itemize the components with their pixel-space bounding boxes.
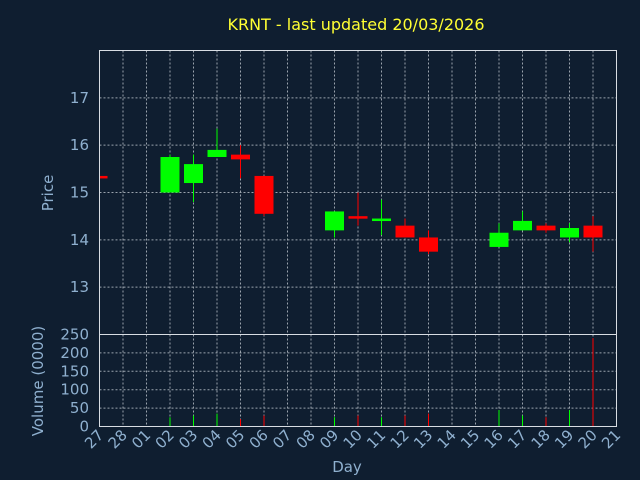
x-tick-label: 14	[434, 426, 460, 452]
x-tick-label: 15	[457, 426, 483, 452]
candle	[395, 218, 415, 238]
price-y-tick-label: 16	[70, 136, 89, 154]
candle	[160, 154, 180, 193]
volume-y-tick-label: 50	[70, 399, 89, 417]
x-tick-label: 17	[504, 426, 530, 452]
candle-body	[325, 211, 344, 231]
candle-body	[348, 216, 368, 219]
volume-y-tick-label: 100	[60, 381, 89, 399]
candle-body	[513, 220, 532, 231]
volume-grid	[99, 334, 617, 427]
x-tick-label: 11	[363, 426, 389, 452]
x-tick-label: 06	[246, 426, 272, 452]
candle-body	[160, 157, 180, 193]
candle	[489, 223, 509, 247]
candle	[207, 128, 227, 157]
x-tick-label: 03	[175, 426, 201, 452]
x-tick-label: 19	[551, 426, 577, 452]
candle-body	[184, 164, 203, 184]
x-tick-label: 05	[222, 426, 248, 452]
volume-y-tick-label: 200	[60, 344, 89, 362]
price-y-ticks: 13 14 15 16 17	[70, 89, 89, 296]
price-y-tick-label: 17	[70, 89, 89, 107]
price-panel: 13 14 15 16 17 Price	[39, 50, 617, 335]
candle-body	[254, 175, 274, 214]
volume-y-tick-label: 250	[60, 326, 89, 344]
x-tick-label: 08	[293, 426, 319, 452]
price-y-tick-label: 14	[70, 231, 89, 249]
x-tick-label: 28	[105, 426, 131, 452]
volume-y-tick-label: 150	[60, 362, 89, 380]
x-tick-label: 20	[575, 426, 601, 452]
volume-y-tick-label: 0	[79, 418, 89, 436]
candle	[536, 223, 556, 233]
x-tick-label: 04	[199, 426, 225, 452]
candle-body	[372, 218, 391, 222]
candle	[419, 230, 438, 255]
x-tick-label: 21	[598, 426, 624, 452]
candle-body	[99, 175, 108, 179]
x-tick-label: 18	[528, 426, 554, 452]
candle-body	[419, 237, 438, 252]
price-y-tick-label: 15	[70, 184, 89, 202]
candlesticks	[99, 128, 603, 255]
x-tick-label: 10	[340, 426, 366, 452]
candle	[513, 211, 532, 231]
price-grid	[99, 50, 617, 335]
candle-body	[231, 154, 250, 160]
price-y-tick-label: 13	[70, 278, 89, 296]
candle	[560, 223, 579, 243]
volume-bars	[169, 338, 594, 427]
price-axis-label: Price	[39, 175, 57, 212]
x-tick-label: 01	[128, 426, 154, 452]
x-tick-label: 12	[387, 426, 413, 452]
candle-body	[560, 228, 579, 238]
candle	[583, 216, 603, 252]
volume-axis-label: Volume (0000)	[29, 326, 47, 436]
x-axis-label: Day	[332, 458, 362, 476]
x-tick-label: 09	[316, 426, 342, 452]
chart-title: KRNT - last updated 20/03/2026	[227, 15, 484, 34]
candle	[348, 192, 368, 226]
candle	[184, 154, 203, 202]
candle	[254, 175, 274, 217]
x-tick-label: 16	[481, 426, 507, 452]
candle-body	[207, 149, 227, 157]
x-tick-label: 02	[152, 426, 178, 452]
candle	[325, 211, 344, 238]
x-tick-label: 13	[410, 426, 436, 452]
candle-body	[536, 225, 556, 231]
candle	[231, 145, 250, 179]
candle-body	[395, 225, 415, 238]
candle-body	[583, 225, 603, 238]
x-tick-label: 07	[269, 426, 295, 452]
candle	[99, 175, 108, 179]
volume-panel-frame	[99, 334, 617, 427]
candle-body	[489, 232, 509, 247]
candle	[372, 199, 391, 236]
x-axis-ticks: 2728010203040506070809101112131415161718…	[81, 426, 624, 452]
